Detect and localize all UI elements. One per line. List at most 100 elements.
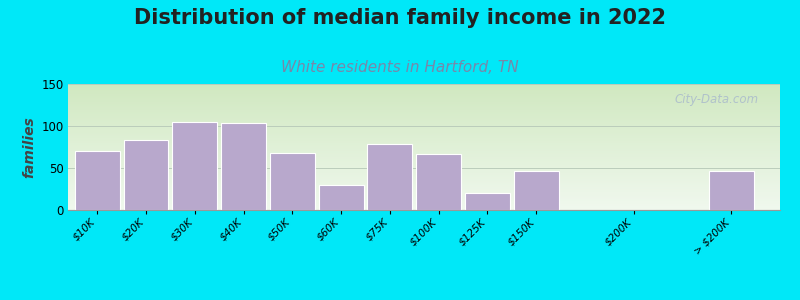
Bar: [68, 92, 780, 93]
Bar: [68, 185, 780, 186]
Bar: [68, 146, 780, 147]
Bar: [68, 196, 780, 197]
Bar: [68, 149, 780, 150]
Bar: [68, 187, 780, 188]
Bar: [68, 201, 780, 202]
Bar: [68, 95, 780, 96]
Bar: [68, 143, 780, 144]
Bar: [68, 88, 780, 89]
Bar: [68, 93, 780, 94]
Bar: [68, 94, 780, 95]
Bar: [68, 120, 780, 121]
Bar: [68, 111, 780, 112]
Bar: [68, 89, 780, 90]
Bar: [68, 100, 780, 101]
Bar: [68, 178, 780, 179]
Bar: [68, 209, 780, 210]
Bar: [68, 141, 780, 142]
Bar: [68, 161, 780, 162]
Bar: [68, 173, 780, 174]
Bar: [68, 145, 780, 146]
Bar: [68, 204, 780, 205]
Bar: [68, 152, 780, 153]
Bar: [68, 189, 780, 190]
Bar: [68, 135, 780, 136]
Bar: [68, 121, 780, 122]
Bar: [68, 191, 780, 192]
Bar: [68, 86, 780, 87]
Bar: [68, 144, 780, 145]
Bar: [68, 118, 780, 119]
Bar: [68, 139, 780, 140]
Bar: [68, 170, 780, 171]
Bar: [68, 205, 780, 206]
Bar: [68, 186, 780, 187]
Bar: [68, 153, 780, 154]
Bar: [68, 164, 780, 165]
Bar: [68, 207, 780, 208]
Bar: [68, 113, 780, 114]
Bar: [68, 124, 780, 125]
Bar: [68, 183, 780, 184]
Bar: [68, 148, 780, 149]
Bar: [68, 128, 780, 129]
Text: White residents in Hartford, TN: White residents in Hartford, TN: [281, 60, 519, 75]
Bar: [68, 179, 780, 180]
Bar: [123, 140, 169, 210]
Bar: [68, 208, 780, 209]
Bar: [68, 200, 780, 201]
Text: City-Data.com: City-Data.com: [674, 93, 758, 106]
Bar: [221, 124, 266, 210]
Bar: [68, 165, 780, 166]
Bar: [68, 168, 780, 169]
Bar: [318, 185, 363, 210]
Bar: [68, 190, 780, 191]
Bar: [68, 109, 780, 110]
Bar: [68, 100, 780, 101]
Bar: [68, 98, 780, 99]
Bar: [68, 163, 780, 164]
Bar: [68, 188, 780, 189]
Bar: [68, 158, 780, 159]
Bar: [68, 151, 780, 152]
Bar: [68, 192, 780, 193]
Bar: [68, 97, 780, 98]
Bar: [68, 130, 780, 131]
Bar: [465, 193, 510, 210]
Bar: [68, 107, 780, 108]
Bar: [68, 117, 780, 118]
Bar: [68, 162, 780, 163]
Bar: [709, 170, 754, 210]
Bar: [68, 134, 780, 135]
Bar: [68, 150, 780, 151]
Bar: [75, 151, 120, 210]
Bar: [68, 167, 780, 168]
Bar: [68, 194, 780, 195]
Bar: [68, 119, 780, 120]
Bar: [68, 84, 780, 85]
Bar: [68, 123, 780, 124]
Bar: [68, 206, 780, 207]
Bar: [514, 170, 558, 210]
Bar: [68, 182, 780, 183]
Bar: [68, 160, 780, 161]
Bar: [68, 96, 780, 97]
Bar: [68, 184, 780, 185]
Bar: [68, 103, 780, 104]
Bar: [68, 125, 780, 126]
Bar: [68, 197, 780, 198]
Bar: [68, 114, 780, 115]
Bar: [68, 198, 780, 199]
Bar: [68, 202, 780, 203]
Bar: [68, 203, 780, 204]
Bar: [68, 85, 780, 86]
Bar: [172, 122, 218, 210]
Bar: [68, 177, 780, 178]
Bar: [68, 172, 780, 173]
Bar: [68, 169, 780, 170]
Bar: [68, 116, 780, 117]
Bar: [68, 195, 780, 196]
Bar: [68, 126, 780, 127]
Bar: [68, 138, 780, 139]
Bar: [68, 147, 780, 148]
